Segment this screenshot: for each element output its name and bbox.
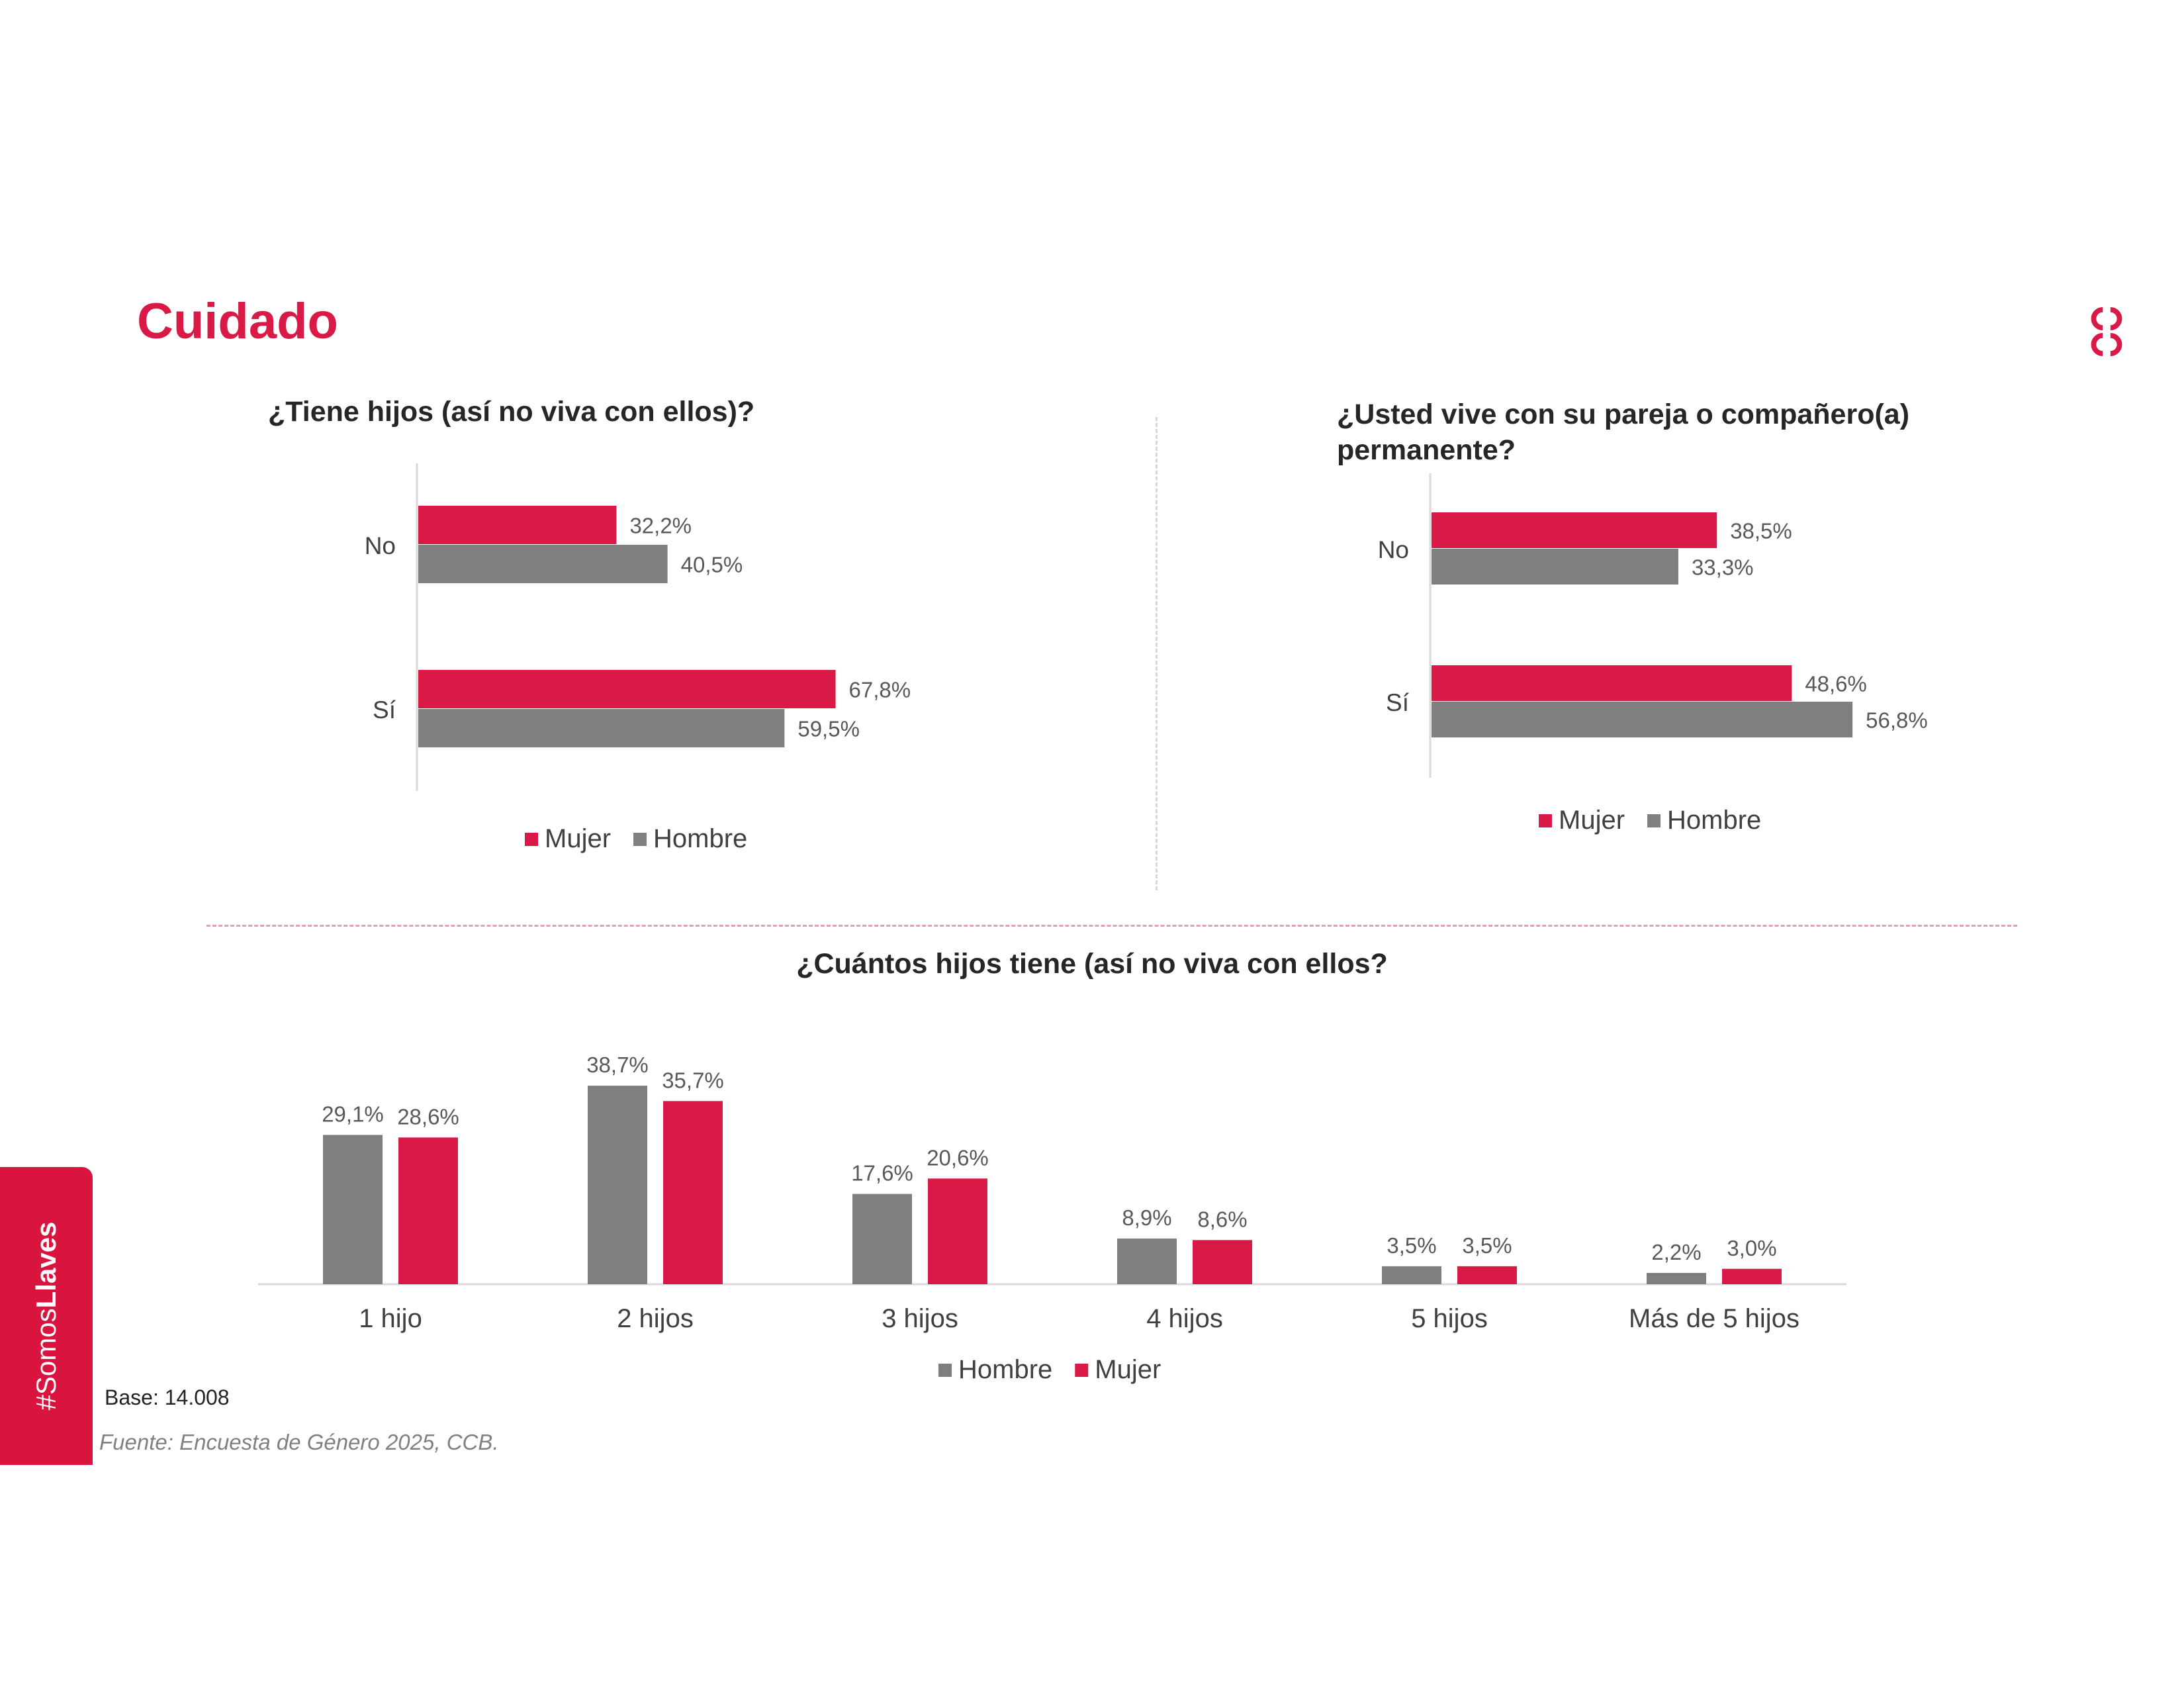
legend-swatch-hombre <box>1647 814 1661 827</box>
bar-mujer-no <box>1432 512 1717 548</box>
bar-mujer-5-hijos <box>1457 1266 1517 1284</box>
data-label-mujer-si: 67,8% <box>849 678 911 702</box>
data-label-mujer-mas-de-5-hijos: 3,0% <box>1727 1236 1776 1260</box>
bar-mujer-4-hijos <box>1193 1240 1252 1284</box>
bar-hombre-1-hijo <box>323 1135 383 1284</box>
chart-3-title: ¿Cuántos hijos tiene (así no viva con el… <box>796 948 1388 980</box>
legend-label-mujer: Mujer <box>1559 806 1625 835</box>
bar-mujer-mas-de-5-hijos <box>1722 1268 1782 1284</box>
category-label-4-hijos: 4 hijos <box>1146 1304 1223 1333</box>
bar-mujer-no <box>418 506 617 544</box>
category-label-si: Sí <box>1386 689 1410 716</box>
data-label-hombre-5-hijos: 3,5% <box>1387 1233 1436 1258</box>
data-label-hombre-no: 33,3% <box>1692 555 1754 580</box>
data-label-mujer-5-hijos: 3,5% <box>1462 1233 1512 1258</box>
bar-mujer-si <box>1432 665 1792 701</box>
bar-mujer-si <box>418 670 836 708</box>
data-label-hombre-si: 56,8% <box>1866 708 1928 733</box>
data-label-mujer-3-hijos: 20,6% <box>927 1145 989 1170</box>
horizontal-divider <box>206 925 2017 927</box>
base-note: Base: 14.008 <box>105 1385 230 1409</box>
data-label-mujer-si: 48,6% <box>1805 672 1867 696</box>
bar-hombre-si <box>418 709 785 747</box>
legend-label-hombre: Hombre <box>1667 806 1761 835</box>
bar-hombre-4-hijos <box>1117 1239 1177 1284</box>
data-label-hombre-4-hijos: 8,9% <box>1122 1205 1171 1230</box>
category-label-no: No <box>1378 536 1409 563</box>
legend-label-mujer: Mujer <box>1095 1355 1161 1384</box>
data-label-hombre-mas-de-5-hijos: 2,2% <box>1651 1240 1701 1264</box>
bar-hombre-mas-de-5-hijos <box>1647 1272 1706 1284</box>
data-label-hombre-2-hijos: 38,7% <box>586 1053 649 1077</box>
data-label-mujer-no: 32,2% <box>629 514 692 538</box>
category-label-mas-de-5-hijos: Más de 5 hijos <box>1629 1304 1799 1333</box>
chart-1-title: ¿Tiene hijos (así no viva con ellos)? <box>268 396 755 428</box>
vertical-divider <box>1156 417 1158 890</box>
bar-mujer-1-hijo <box>398 1137 458 1284</box>
data-label-hombre-no: 40,5% <box>681 553 743 577</box>
category-label-1-hijo: 1 hijo <box>359 1304 422 1333</box>
bar-hombre-5-hijos <box>1382 1266 1441 1284</box>
bar-hombre-si <box>1432 702 1853 737</box>
data-label-hombre-si: 59,5% <box>797 717 860 741</box>
ccb-logo-icon <box>2091 306 2122 357</box>
bar-hombre-3-hijos <box>852 1194 912 1284</box>
legend-swatch-mujer <box>1075 1364 1089 1377</box>
legend-label-mujer: Mujer <box>545 824 611 853</box>
bar-hombre-2-hijos <box>588 1086 647 1284</box>
category-label-2-hijos: 2 hijos <box>617 1304 694 1333</box>
legend-label-hombre: Hombre <box>958 1355 1052 1384</box>
data-label-mujer-4-hijos: 8,6% <box>1197 1207 1247 1231</box>
chart-2-title: ¿Usted vive con su pareja o compañero(a)… <box>1337 399 1910 466</box>
data-label-mujer-1-hijo: 28,6% <box>397 1104 459 1129</box>
legend-swatch-mujer <box>525 833 538 846</box>
bar-hombre-no <box>418 545 668 583</box>
legend-swatch-mujer <box>1539 814 1552 827</box>
bar-mujer-3-hijos <box>928 1178 987 1284</box>
source-note: Fuente: Encuesta de Género 2025, CCB. <box>99 1430 499 1454</box>
page-title: Cuidado <box>137 293 338 350</box>
data-label-hombre-3-hijos: 17,6% <box>851 1161 913 1186</box>
somos-llaves-sidebar: #SomosLlaves <box>0 1167 93 1465</box>
data-label-mujer-no: 38,5% <box>1730 519 1792 543</box>
data-label-hombre-1-hijo: 29,1% <box>322 1102 384 1126</box>
data-label-mujer-2-hijos: 35,7% <box>662 1068 724 1092</box>
legend-swatch-hombre <box>633 833 647 846</box>
category-label-si: Sí <box>373 696 396 724</box>
category-label-3-hijos: 3 hijos <box>882 1304 958 1333</box>
bar-mujer-2-hijos <box>663 1101 723 1284</box>
bar-hombre-no <box>1432 549 1678 585</box>
legend-label-hombre: Hombre <box>653 824 747 853</box>
category-label-5-hijos: 5 hijos <box>1411 1304 1488 1333</box>
category-label-no: No <box>365 532 396 559</box>
legend-swatch-hombre <box>938 1364 952 1377</box>
sidebar-hashtag: #SomosLlaves <box>30 1221 62 1411</box>
